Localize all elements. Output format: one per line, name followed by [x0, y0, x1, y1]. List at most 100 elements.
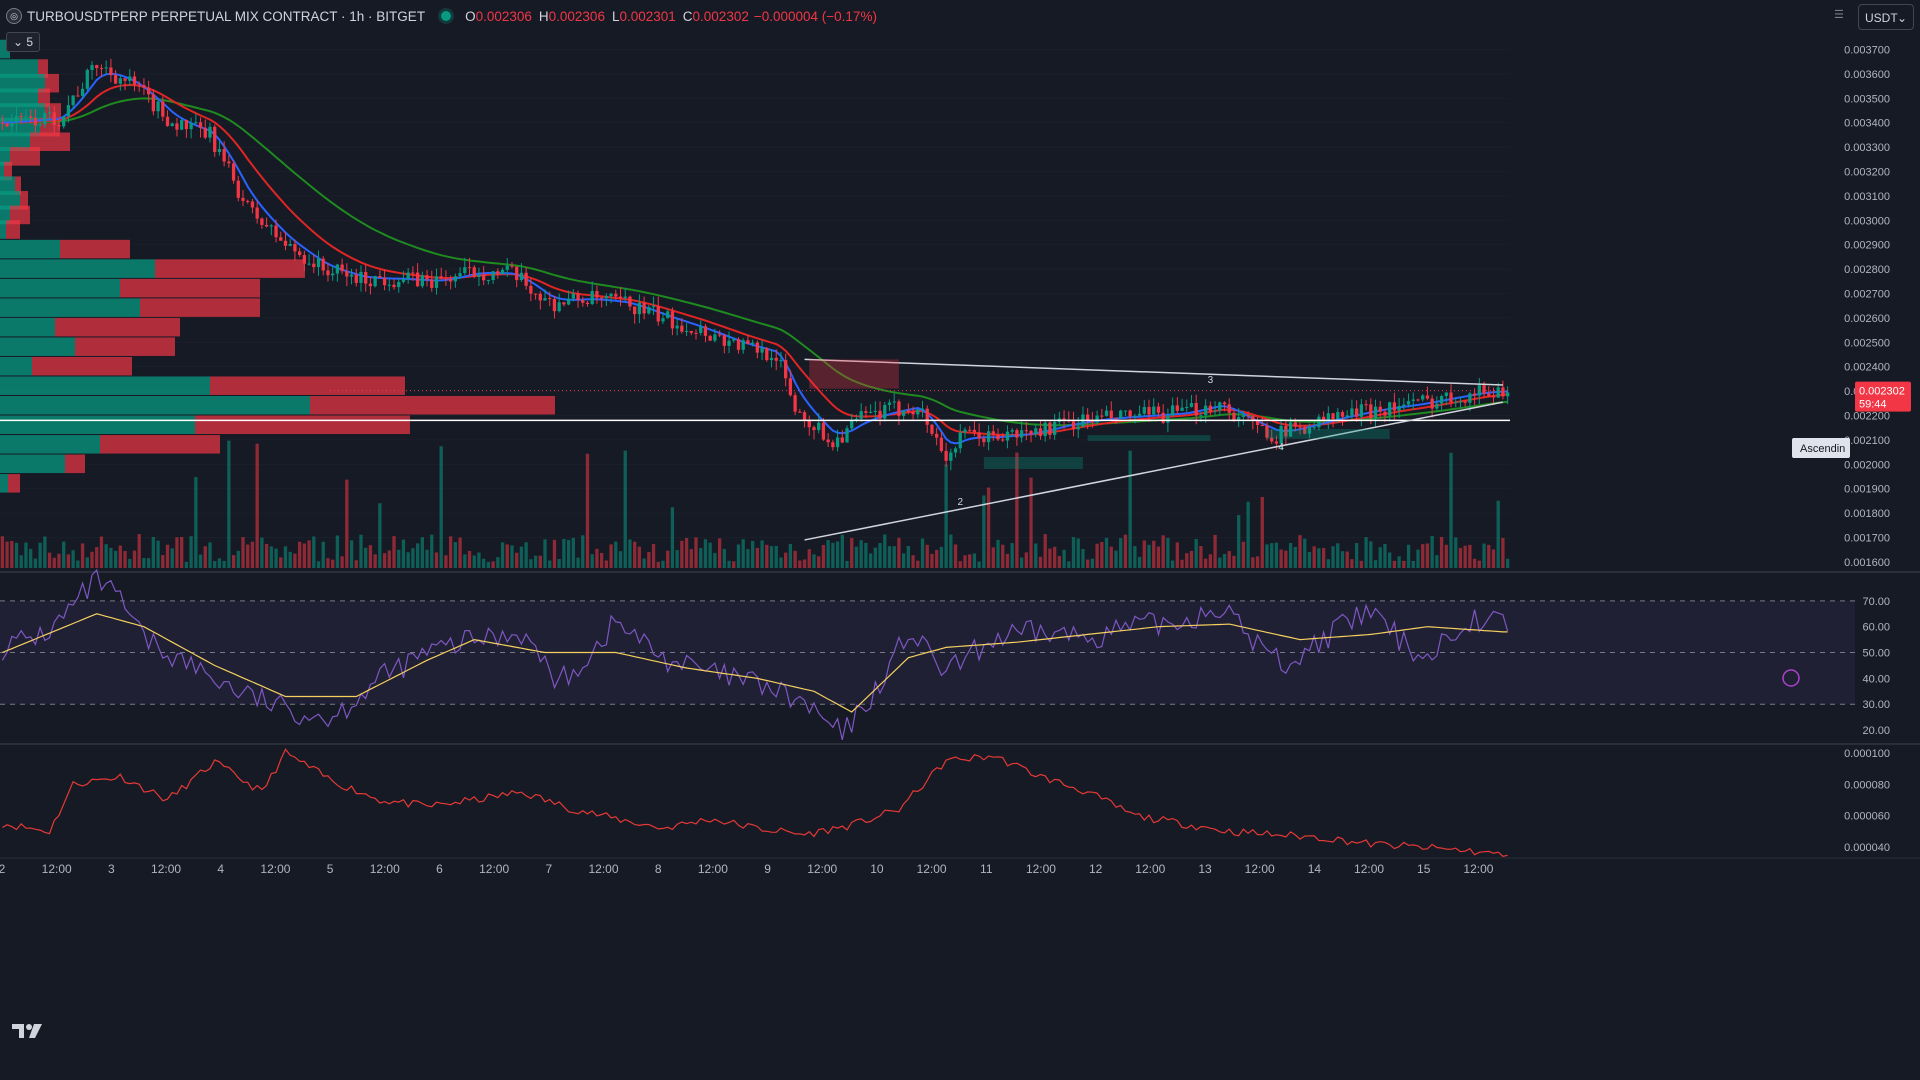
volume-bar	[604, 560, 609, 568]
volume-bar	[1147, 544, 1151, 568]
volume-bar	[194, 477, 198, 568]
candle-body	[279, 237, 283, 241]
volume-bar	[1038, 556, 1043, 568]
candle-body	[359, 271, 363, 283]
candle-body	[47, 112, 52, 114]
volume-bar	[10, 540, 14, 568]
volume-bar	[203, 546, 207, 568]
menu-icon[interactable]: ☰	[1834, 9, 1844, 21]
volume-bar	[1487, 544, 1491, 568]
triangle-upper-line	[804, 358, 1503, 386]
candle-body	[269, 225, 273, 227]
candle-body	[713, 334, 717, 341]
volume-bar	[66, 554, 71, 568]
price-tick-label: 0.001700	[1844, 533, 1890, 545]
candle-body	[194, 122, 198, 124]
candle-body	[241, 197, 245, 201]
volume-bar	[925, 544, 929, 568]
candle-body	[1340, 412, 1345, 417]
volume-profile-sell	[65, 454, 85, 474]
volume-bar	[552, 539, 557, 568]
volume-bar	[76, 560, 80, 568]
volume-bar	[80, 543, 85, 568]
volume-bar	[845, 560, 849, 568]
candle-body	[222, 149, 226, 162]
volume-bar	[57, 553, 61, 568]
candle-body	[1369, 404, 1373, 419]
candle-body	[1345, 415, 1349, 417]
volume-bar	[557, 559, 561, 568]
volume-bar	[694, 537, 698, 568]
candle-body	[288, 243, 292, 246]
candle-body	[708, 335, 712, 341]
candle-body	[1307, 427, 1312, 434]
volume-bar	[996, 539, 1000, 568]
volume-bar	[1057, 556, 1062, 568]
volume-profile-buy	[0, 59, 38, 78]
price-tick-label: 0.003700	[1844, 45, 1890, 57]
candle-body	[1128, 410, 1132, 417]
time-tick-label: 12:00	[807, 862, 837, 876]
candle-body	[760, 348, 764, 353]
volume-profile-sell	[4, 161, 12, 181]
pivot-label: 4	[1278, 442, 1284, 453]
candle-body	[1270, 437, 1274, 442]
candle-body	[802, 412, 807, 421]
candle-body	[1218, 402, 1222, 411]
candle-body	[524, 272, 528, 286]
candle-body	[1255, 420, 1260, 425]
currency-select[interactable]: USDT ⌄	[1858, 4, 1914, 30]
volume-bar	[246, 544, 250, 568]
volume-bar	[675, 550, 679, 568]
volume-bar	[1364, 537, 1368, 568]
candle-body	[599, 297, 604, 299]
volume-bar	[1260, 496, 1264, 568]
volume-bar	[99, 536, 104, 568]
triangle-label: Ascendin	[1800, 443, 1845, 455]
volume-bar	[1274, 542, 1279, 568]
candle-body	[113, 75, 118, 84]
price-tick-label: 0.002900	[1844, 240, 1890, 252]
candle-body	[392, 284, 396, 288]
candle-body	[623, 296, 627, 299]
volume-bar	[590, 554, 594, 568]
volume-bar	[680, 540, 684, 568]
candle-body	[213, 126, 217, 152]
volume-bar	[732, 561, 736, 568]
tradingview-logo-icon[interactable]	[10, 1020, 44, 1042]
candle-body	[590, 291, 594, 305]
volume-bar	[467, 550, 472, 568]
volume-bar	[1307, 551, 1312, 568]
volume-bar	[576, 557, 580, 568]
candle-body	[1435, 403, 1439, 409]
volume-bar	[198, 554, 203, 568]
volume-bar	[165, 544, 170, 568]
candle-body	[189, 123, 193, 130]
indicators-collapse-button[interactable]: ⌄ 5	[6, 32, 40, 52]
candle-body	[1444, 392, 1448, 397]
candle-body	[430, 279, 434, 288]
volume-bar	[784, 552, 788, 568]
candle-body	[736, 339, 741, 350]
candle-body	[99, 68, 104, 70]
candle-body	[935, 433, 939, 438]
order-block-zone	[1266, 428, 1390, 439]
candle-body	[10, 123, 14, 127]
candle-body	[864, 411, 868, 413]
candle-body	[175, 123, 179, 130]
candle-body	[750, 342, 755, 344]
candle-body	[1119, 410, 1123, 419]
volume-bar	[1180, 559, 1184, 568]
volume-bar	[1222, 554, 1227, 568]
candle-body	[1123, 410, 1128, 412]
volume-bar	[812, 554, 816, 568]
volume-bar	[1086, 559, 1090, 568]
volume-bar	[1203, 558, 1208, 568]
symbol-title[interactable]: TURBOUSDTPERP PERPETUAL MIX CONTRACT · 1…	[27, 8, 426, 24]
volume-bar	[878, 542, 882, 568]
volume-profile-buy	[0, 205, 10, 225]
volume-profile-buy	[0, 435, 100, 454]
low-label: L	[611, 8, 620, 24]
volume-bar	[750, 540, 755, 568]
